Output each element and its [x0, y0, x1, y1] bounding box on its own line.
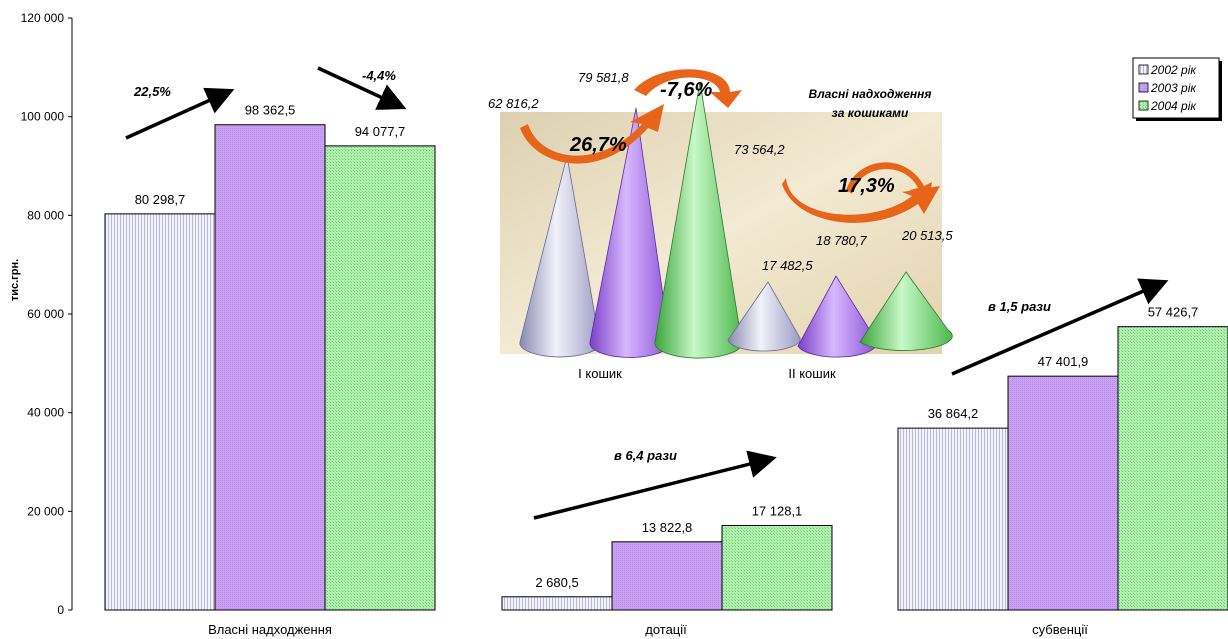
inset-title-line2: за кошиками [832, 106, 909, 120]
bar-value-label: 94 077,7 [355, 124, 406, 139]
inset-value-basket2-2003: 18 780,7 [816, 233, 867, 248]
bar-value-label: 80 298,7 [135, 192, 186, 207]
curved-arrow-basket2-growth [782, 178, 940, 223]
arrow-growth-subventions [951, 278, 1169, 376]
bar-1-series-3 [324, 145, 436, 611]
y-tick-label: 40 000 [27, 406, 64, 420]
inset-value-basket1-2003: 79 581,8 [578, 70, 629, 85]
arrow-growth-subsidies [533, 450, 777, 520]
legend-swatch-2003 [1138, 82, 1149, 93]
cone-basket2-2002 [727, 281, 801, 352]
cone-basket2-2004 [859, 271, 953, 351]
legend-swatch-2002 [1138, 64, 1149, 75]
y-axis-label: тис.грн. [9, 259, 21, 301]
annotation-subsidies: в 6,4 рази [614, 448, 677, 463]
inset-value-basket1-2002: 62 816,2 [488, 96, 539, 111]
bar-value-label: 36 864,2 [928, 406, 979, 421]
y-tick-label: 80 000 [27, 208, 64, 222]
y-tick-label: 100 000 [21, 110, 65, 124]
bar-value-label: 47 401,9 [1038, 354, 1089, 369]
category-label-own-revenue: Власні надходження [208, 622, 332, 637]
legend-swatch-2004 [1138, 100, 1149, 111]
annotation-growth-own: 22,5% [133, 84, 171, 99]
y-tick-label: 120 000 [21, 11, 65, 25]
inset-category-basket1: І кошик [578, 366, 622, 381]
bar-labels: 80 298,7 98 362,5 94 077,7 2 680,5 13 822,8 1… [135, 103, 1199, 590]
legend: 2002 рік 2003 рік 2004 рік [1132, 57, 1222, 121]
bar-value-label: 13 822,8 [642, 520, 693, 535]
curved-arrow-basket2-top [846, 162, 932, 206]
bar-2-series-1 [501, 596, 613, 611]
y-tick-label: 20 000 [27, 504, 64, 518]
annotation-decline-own: -4,4% [362, 68, 396, 83]
inset-change-basket1-2004: -7,6% [660, 79, 712, 101]
inset-cone-chart: 26,7% -7,6% 17,3% 62 816,2 79 581,8 73 5… [488, 69, 953, 381]
inset-value-basket2-2002: 17 482,5 [762, 258, 813, 273]
inset-value-basket1-2004: 73 564,2 [734, 142, 785, 157]
bar-1-series-1 [104, 213, 216, 611]
bar-2-series-2 [611, 541, 723, 611]
category-label-subsidies: дотації [645, 622, 687, 637]
bar-3-series-1 [897, 427, 1009, 611]
arrow-decline-own-2004 [317, 66, 407, 110]
bar-3-series-2 [1007, 375, 1119, 611]
bar-2-series-3 [721, 525, 833, 611]
curved-arrow-basket1-growth [520, 104, 664, 164]
inset-value-basket2-2004: 20 513,5 [901, 228, 953, 243]
bar-3-series-3 [1117, 326, 1228, 611]
arrow-growth-own-2003 [125, 87, 235, 140]
bar-value-label: 2 680,5 [535, 575, 578, 590]
legend-label-2002: 2002 рік [1150, 63, 1197, 77]
legend-label-2004: 2004 рік [1150, 99, 1197, 113]
inset-change-basket2: 17,3% [838, 175, 895, 197]
bar-value-label: 17 128,1 [752, 504, 803, 519]
inset-title-line1: Власні надходження [809, 87, 932, 101]
annotation-subventions: в 1,5 рази [988, 299, 1051, 314]
inset-category-basket2: ІІ кошик [788, 366, 836, 381]
y-ticks: 0 20 000 40 000 60 000 80 000 100 000 120 000 [21, 11, 72, 617]
bar-value-label: 57 426,7 [1148, 305, 1199, 320]
y-tick-label: 0 [57, 603, 64, 617]
cone-basket1-2004 [654, 81, 743, 359]
curved-arrow-basket1-change [634, 69, 742, 108]
inset-change-basket1: 26,7% [569, 134, 627, 156]
bar-value-label: 98 362,5 [245, 103, 296, 118]
bar-1-series-2 [214, 124, 326, 611]
bars [104, 124, 1228, 611]
category-label-subventions: субвенції [1032, 622, 1088, 637]
y-tick-label: 60 000 [27, 307, 64, 321]
legend-label-2003: 2003 рік [1150, 81, 1197, 95]
